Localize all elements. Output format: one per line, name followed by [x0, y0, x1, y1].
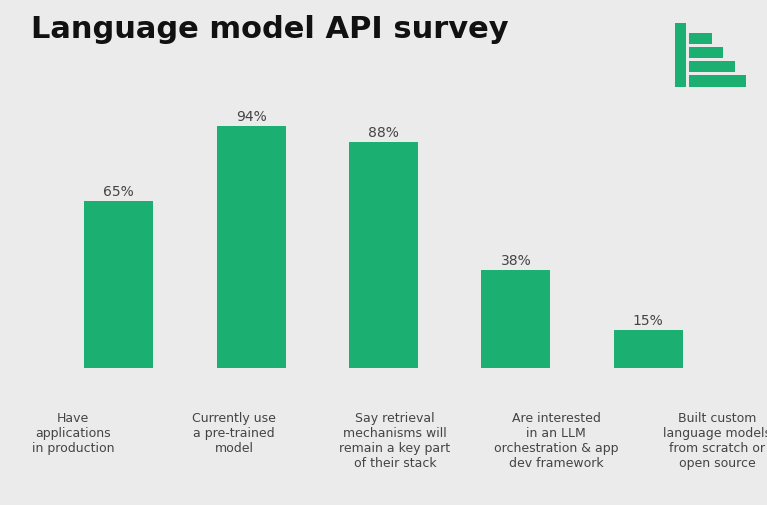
Bar: [217, 127, 285, 369]
Text: Currently use
a pre-trained
model: Currently use a pre-trained model: [192, 412, 276, 454]
Bar: [689, 62, 735, 73]
Bar: [689, 48, 723, 59]
Text: 65%: 65%: [104, 184, 134, 198]
Bar: [482, 271, 550, 369]
Bar: [675, 24, 686, 87]
Text: 15%: 15%: [633, 313, 663, 327]
Bar: [689, 34, 712, 45]
Bar: [349, 142, 418, 369]
Text: Built custom
language models
from scratch or
open source: Built custom language models from scratc…: [663, 412, 767, 470]
Text: Are interested
in an LLM
orchestration & app
dev framework: Are interested in an LLM orchestration &…: [494, 412, 618, 470]
Text: Language model API survey: Language model API survey: [31, 15, 509, 44]
Text: Say retrieval
mechanisms will
remain a key part
of their stack: Say retrieval mechanisms will remain a k…: [340, 412, 450, 470]
Text: 94%: 94%: [235, 110, 266, 124]
Bar: [84, 201, 153, 369]
Text: 38%: 38%: [501, 254, 532, 268]
Bar: [689, 76, 746, 87]
Text: 88%: 88%: [368, 125, 399, 139]
Text: Have
applications
in production: Have applications in production: [31, 412, 114, 454]
Bar: [614, 330, 683, 369]
